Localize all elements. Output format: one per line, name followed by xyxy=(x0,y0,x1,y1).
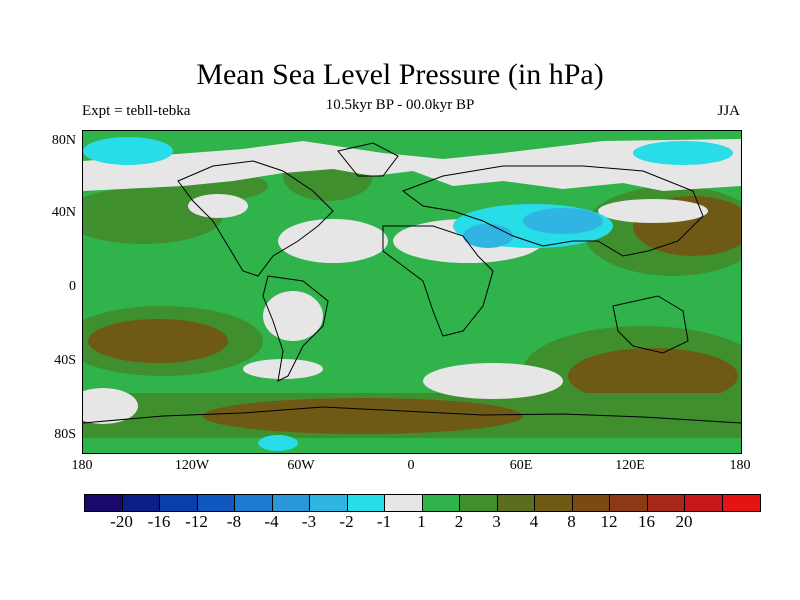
colorbar-label: 3 xyxy=(492,512,501,531)
x-tick-120e: 120E xyxy=(615,458,645,473)
coastlines xyxy=(83,142,741,424)
colorbar-label: 8 xyxy=(567,512,576,531)
coast-north-america xyxy=(177,160,334,277)
region-spatagonia-gray xyxy=(243,359,323,379)
x-tick-120w: 120W xyxy=(174,458,210,473)
colorbar-label: -1 xyxy=(376,512,392,531)
colorbar-swatch xyxy=(385,495,423,511)
colorbar-swatch xyxy=(122,495,160,511)
coast-australia xyxy=(612,295,689,354)
colorbar-swatch xyxy=(85,495,123,511)
x-tick-60e: 60E xyxy=(509,458,533,473)
region-satlantic-gray xyxy=(423,363,563,399)
x-tick-180w: 180 xyxy=(71,458,93,473)
coast-eurasia xyxy=(401,165,704,257)
coast-africa xyxy=(382,225,494,337)
y-tick-40s: 40S xyxy=(54,353,76,368)
y-tick-80n: 80N xyxy=(51,133,76,148)
colorbar-label: -20 xyxy=(110,512,133,531)
colorbar-label: 2 xyxy=(454,512,464,531)
colorbar-label: -2 xyxy=(339,512,354,531)
region-arctic-neg-east xyxy=(633,141,733,165)
colorbar-swatch xyxy=(310,495,348,511)
colorbar-swatch xyxy=(685,495,723,511)
colorbar-swatch xyxy=(722,495,760,511)
region-asia-neg-core xyxy=(523,208,603,234)
colorbar-label: -12 xyxy=(185,512,208,531)
colorbar-label: 4 xyxy=(529,512,539,531)
region-nwamerica-gray xyxy=(188,194,248,218)
coast-south-america xyxy=(262,275,329,382)
x-tick-60w: 60W xyxy=(287,458,315,473)
colorbar-label: 16 xyxy=(638,512,655,531)
region-siberia-gray xyxy=(598,199,708,223)
region-spacific-gray xyxy=(83,388,138,424)
region-spacific-core xyxy=(88,319,228,363)
colorbar-label: 1 xyxy=(417,512,426,531)
experiment-label: Expt = tebll-tebka xyxy=(82,103,191,119)
colorbar-swatch xyxy=(160,495,198,511)
colorbar-label: -8 xyxy=(226,512,242,531)
y-tick-80s: 80S xyxy=(54,427,76,442)
y-tick-40n: 40N xyxy=(51,205,76,220)
region-arabia-neg xyxy=(463,224,513,248)
colorbar-label: -16 xyxy=(147,512,171,531)
colorbar-swatch xyxy=(610,495,648,511)
region-samerica-gray xyxy=(263,291,323,341)
colorbar-swatch xyxy=(647,495,685,511)
colorbar-label: -4 xyxy=(264,512,279,531)
colorbar-swatch xyxy=(235,495,273,511)
region-arctic-gray xyxy=(83,139,741,191)
region-southern-core xyxy=(203,398,523,434)
season-label: JJA xyxy=(717,103,740,119)
colorbar-label: -3 xyxy=(301,512,317,531)
colorbar-label: 12 xyxy=(600,512,618,531)
pressure-anomaly-map xyxy=(83,131,741,453)
y-tick-0: 0 xyxy=(69,279,76,294)
x-tick-0: 0 xyxy=(407,458,415,473)
map-panel xyxy=(82,130,742,454)
colorbar xyxy=(84,494,761,512)
region-sindian-core xyxy=(568,348,738,404)
colorbar-swatch xyxy=(535,495,573,511)
colorbar-swatch xyxy=(422,495,460,511)
colorbar-swatch xyxy=(197,495,235,511)
region-arctic-neg-west xyxy=(83,137,173,165)
coast-antarctica xyxy=(83,406,741,424)
region-natlantic-gray xyxy=(278,219,388,263)
colorbar-swatch xyxy=(347,495,385,511)
colorbar-swatch xyxy=(272,495,310,511)
negative-regions xyxy=(83,137,733,451)
period-subtitle: 10.5kyr BP - 00.0kyr BP xyxy=(325,97,475,113)
page-title: Mean Sea Level Pressure (in hPa) xyxy=(196,58,604,91)
x-tick-180e: 180 xyxy=(729,458,751,473)
region-antarctic-neg xyxy=(258,435,298,451)
near-zero-regions xyxy=(83,139,741,424)
colorbar-swatch xyxy=(460,495,498,511)
coast-greenland xyxy=(337,142,399,177)
colorbar-label: 20 xyxy=(675,512,693,531)
colorbar-swatch xyxy=(497,495,535,511)
region-npacific xyxy=(83,188,223,244)
colorbar-swatch xyxy=(572,495,610,511)
